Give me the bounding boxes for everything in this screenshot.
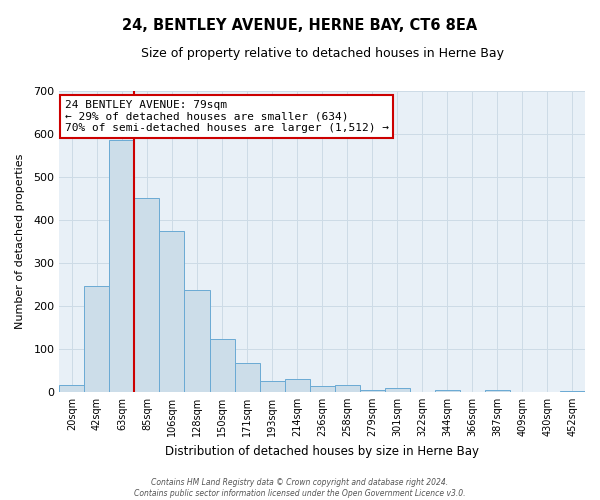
Bar	[134, 198, 160, 392]
Title: Size of property relative to detached houses in Herne Bay: Size of property relative to detached ho…	[140, 48, 503, 60]
Bar	[260, 381, 284, 392]
Bar	[360, 390, 385, 392]
Bar	[59, 386, 85, 392]
Bar	[284, 378, 310, 392]
Text: 24 BENTLEY AVENUE: 79sqm
← 29% of detached houses are smaller (634)
70% of semi-: 24 BENTLEY AVENUE: 79sqm ← 29% of detach…	[65, 100, 389, 133]
Bar	[184, 290, 209, 392]
Text: 24, BENTLEY AVENUE, HERNE BAY, CT6 8EA: 24, BENTLEY AVENUE, HERNE BAY, CT6 8EA	[122, 18, 478, 32]
X-axis label: Distribution of detached houses by size in Herne Bay: Distribution of detached houses by size …	[165, 444, 479, 458]
Bar	[85, 286, 109, 392]
Bar	[335, 386, 360, 392]
Bar	[435, 390, 460, 392]
Bar	[385, 388, 410, 392]
Bar	[109, 140, 134, 392]
Bar	[485, 390, 510, 392]
Bar	[160, 230, 184, 392]
Bar	[209, 340, 235, 392]
Bar	[235, 363, 260, 392]
Text: Contains HM Land Registry data © Crown copyright and database right 2024.
Contai: Contains HM Land Registry data © Crown c…	[134, 478, 466, 498]
Bar	[310, 386, 335, 392]
Bar	[560, 390, 585, 392]
Y-axis label: Number of detached properties: Number of detached properties	[15, 154, 25, 329]
